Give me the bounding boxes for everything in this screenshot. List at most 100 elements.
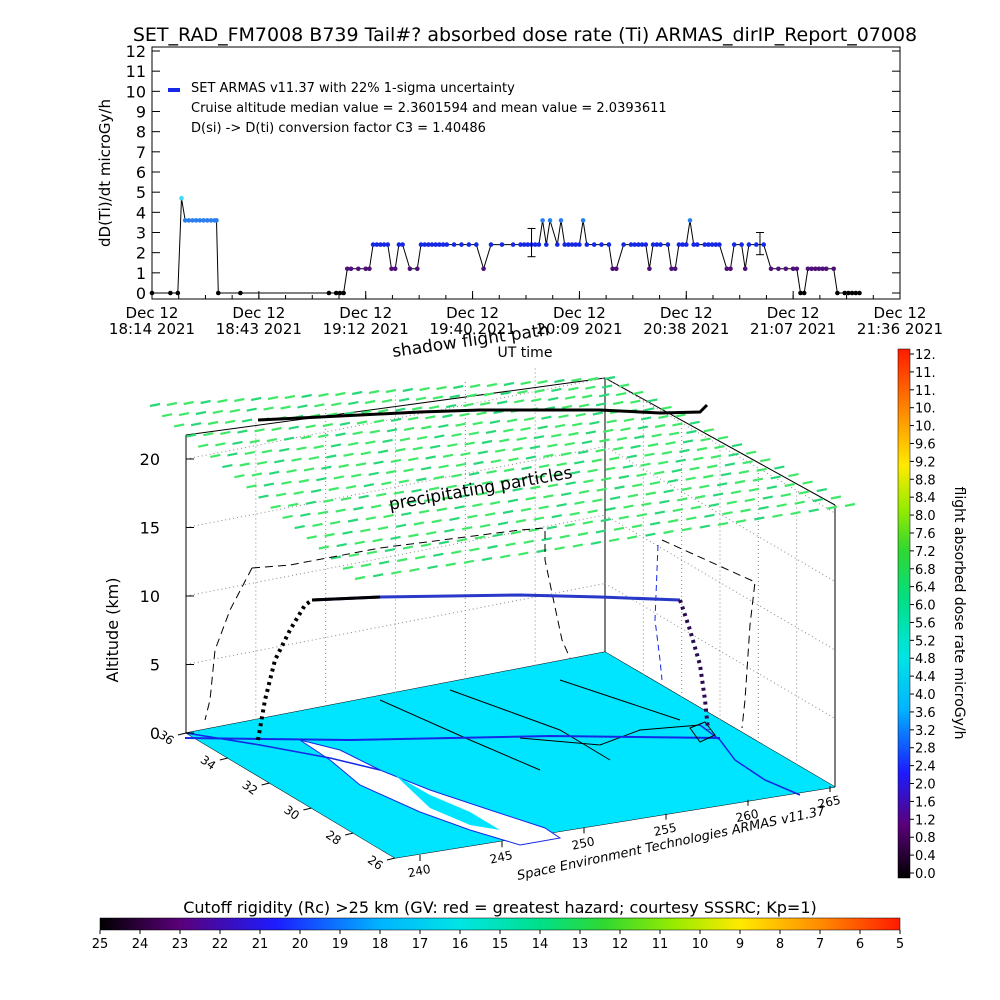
colorbar-tick-label: 12. [915, 348, 936, 363]
particle-marker [451, 473, 462, 478]
particle-marker [500, 391, 511, 396]
data-point [415, 266, 420, 272]
data-point [532, 242, 538, 247]
particle-marker [622, 464, 634, 469]
data-point [713, 242, 719, 247]
particle-marker [283, 436, 295, 441]
cutoff-tick-label: 24 [132, 937, 149, 952]
particle-marker [377, 449, 389, 454]
data-point [591, 242, 597, 247]
particle-marker [340, 496, 352, 501]
particle-marker [472, 503, 483, 508]
particle-marker [802, 480, 813, 485]
particle-marker [339, 421, 351, 426]
particle-marker [520, 507, 532, 512]
particle-marker [431, 519, 442, 524]
particle-marker [487, 544, 498, 550]
particle-marker [390, 417, 402, 422]
particle-marker [220, 430, 231, 435]
colorbar-tick-label: 0.8 [915, 831, 936, 846]
particle-marker [602, 428, 614, 433]
cutoff-tick-label: 15 [492, 937, 509, 952]
colorbar-tick-label: 5.6 [915, 616, 936, 631]
particle-marker [447, 443, 458, 448]
particle-marker [420, 466, 432, 471]
data-point [846, 290, 851, 296]
particle-marker [318, 433, 329, 438]
particle-marker [686, 516, 697, 521]
particle-marker [365, 516, 377, 521]
particle-marker [609, 496, 621, 501]
particle-marker [310, 488, 322, 493]
x-tick-date: Dec 12 [126, 304, 179, 322]
particle-marker [314, 403, 325, 408]
particle-marker [373, 460, 384, 465]
particle-marker [595, 448, 606, 453]
particle-marker [467, 514, 478, 519]
particle-marker [772, 513, 783, 518]
particle-marker [742, 460, 753, 465]
particle-marker [476, 411, 487, 416]
particle-marker [571, 377, 582, 383]
particle-marker [217, 398, 228, 404]
particle-marker [481, 480, 493, 485]
particle-marker [490, 459, 502, 464]
particle-marker [499, 438, 510, 443]
data-point [680, 242, 685, 247]
data-point [754, 242, 759, 247]
data-point [831, 266, 836, 272]
particle-marker [716, 482, 728, 487]
particle-marker [556, 462, 567, 467]
data-point [639, 242, 645, 247]
particle-marker [347, 518, 359, 523]
particle-marker [505, 542, 516, 547]
particle-marker [745, 450, 757, 455]
particle-marker [641, 502, 652, 507]
particle-marker [774, 465, 785, 470]
x-tick-time: 18:43 2021 [216, 320, 302, 338]
data-point [739, 242, 744, 247]
particle-marker [409, 567, 420, 572]
data-point [168, 290, 173, 296]
particle-marker [288, 425, 299, 430]
particle-marker [418, 509, 430, 514]
particle-marker [556, 503, 567, 508]
data-point [433, 242, 439, 247]
particle-marker [474, 535, 486, 540]
particle-marker [649, 481, 661, 486]
particle-marker [672, 508, 684, 513]
particle-marker [360, 451, 372, 456]
cutoff-tick-label: 13 [572, 937, 589, 952]
particle-marker [254, 428, 265, 433]
data-point [628, 242, 634, 247]
particle-marker [459, 412, 470, 417]
particle-marker [222, 464, 233, 469]
particle-marker [675, 458, 686, 463]
particle-marker [360, 563, 372, 568]
particle-marker [481, 439, 493, 445]
particle-marker [455, 422, 466, 427]
particle-marker [442, 453, 454, 458]
particle-marker [489, 500, 501, 505]
data-point [632, 242, 637, 247]
data-point [205, 218, 210, 223]
data-point [746, 242, 752, 247]
cutoff-tick-label: 17 [412, 937, 429, 952]
particle-marker [612, 446, 624, 451]
colorbar-tick-label: 4.8 [915, 652, 936, 667]
particle-marker [421, 425, 432, 430]
particle-marker [388, 502, 400, 507]
data-point [518, 242, 523, 247]
particle-marker [598, 393, 610, 398]
particle-marker [758, 505, 769, 510]
particle-marker [651, 433, 662, 438]
particle-marker [506, 418, 518, 423]
particle-marker [395, 523, 407, 528]
lat-tick-label: 32 [240, 778, 261, 798]
particle-marker [395, 447, 406, 453]
particle-marker [224, 419, 236, 424]
data-point [547, 218, 553, 223]
particle-marker [195, 410, 207, 416]
particle-marker [381, 398, 393, 403]
